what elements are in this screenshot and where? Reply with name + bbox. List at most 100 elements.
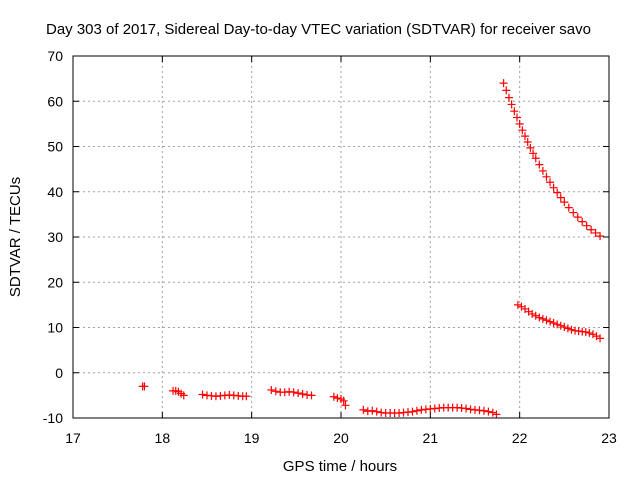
data-point [587, 225, 596, 234]
data-points [138, 79, 605, 419]
data-point [359, 405, 368, 414]
data-point [569, 208, 578, 217]
data-point [549, 318, 558, 327]
data-point [596, 334, 605, 343]
data-point [556, 321, 565, 330]
data-point [549, 183, 558, 192]
data-point [462, 404, 471, 413]
data-point [535, 313, 544, 322]
x-tick-label: 22 [512, 430, 528, 446]
y-tick-label: -10 [43, 410, 63, 426]
y-tick-label: 50 [47, 139, 63, 155]
data-point [488, 408, 497, 417]
data-point [553, 320, 562, 329]
x-tick-label: 21 [423, 430, 439, 446]
y-tick-label: 40 [47, 184, 63, 200]
data-point [368, 406, 377, 415]
y-tick-label: 20 [47, 274, 63, 290]
chart-title: Day 303 of 2017, Sidereal Day-to-day VTE… [46, 21, 591, 38]
data-point [502, 86, 511, 95]
data-point [560, 198, 569, 207]
data-point [531, 154, 540, 163]
data-point [542, 316, 551, 325]
data-point [179, 391, 188, 400]
y-tick-label: 70 [47, 48, 63, 64]
data-point [535, 160, 544, 169]
data-point [341, 401, 350, 410]
data-point [289, 388, 298, 397]
data-point [518, 126, 527, 135]
data-point [596, 232, 605, 241]
data-point [499, 79, 508, 88]
data-point [588, 330, 597, 339]
series-seg4 [267, 385, 316, 400]
data-point [271, 387, 280, 396]
x-tick-label: 23 [601, 430, 617, 446]
data-point [198, 390, 207, 399]
grid-layer [73, 56, 609, 418]
data-point [412, 406, 421, 415]
data-point [564, 203, 573, 212]
data-point [484, 407, 493, 416]
data-point [538, 314, 547, 323]
data-point [504, 93, 513, 102]
x-tick-label: 18 [155, 430, 171, 446]
data-point [553, 188, 562, 197]
data-point [546, 317, 555, 326]
data-point [563, 324, 572, 333]
data-point [567, 325, 576, 334]
data-point [510, 107, 519, 116]
data-point [512, 113, 521, 122]
data-point [542, 172, 551, 181]
data-point [578, 217, 587, 226]
plot-frame [72, 55, 610, 419]
y-tick-label: 10 [47, 320, 63, 336]
x-axis-label: GPS time / hours [283, 458, 397, 475]
data-point [538, 166, 547, 175]
data-point [546, 178, 555, 187]
data-point [582, 221, 591, 230]
series-seg2 [169, 386, 188, 400]
data-point [267, 385, 276, 394]
series-seg1 [138, 382, 149, 391]
x-tick-label: 19 [244, 430, 260, 446]
data-point [531, 311, 540, 320]
data-point [242, 392, 251, 401]
data-point [408, 407, 417, 416]
data-point [372, 407, 381, 416]
data-point [556, 193, 565, 202]
series-seg7 [499, 79, 605, 241]
data-point [515, 119, 524, 128]
data-point [523, 137, 532, 146]
data-point [581, 328, 590, 337]
data-point [329, 392, 338, 401]
data-point [529, 149, 538, 158]
data-point [140, 382, 149, 391]
data-point [573, 213, 582, 222]
data-point [528, 309, 537, 318]
x-tick-label: 17 [65, 430, 81, 446]
series-seg3 [198, 390, 251, 401]
data-point [591, 228, 600, 237]
series-seg8 [513, 300, 605, 343]
data-point [298, 390, 307, 399]
data-point [521, 132, 530, 141]
data-point [307, 391, 316, 400]
y-axis-label: SDTVAR / TECUs [7, 177, 24, 297]
data-point [560, 323, 569, 332]
series-seg5 [329, 392, 350, 410]
data-point [294, 389, 303, 398]
data-point [479, 406, 488, 415]
data-point [585, 328, 594, 337]
data-point [513, 300, 522, 309]
y-tick-label: 30 [47, 229, 63, 245]
data-point [507, 100, 516, 109]
series-seg6 [359, 403, 501, 419]
y-tick-label: 60 [47, 93, 63, 109]
y-tick-label: 0 [55, 365, 63, 381]
data-point [492, 410, 501, 419]
x-tick-label: 20 [333, 430, 349, 446]
tick-layer: 17 18 19 20 21 22 23 -10 0 10 20 30 40 50 60 70 [43, 48, 617, 446]
